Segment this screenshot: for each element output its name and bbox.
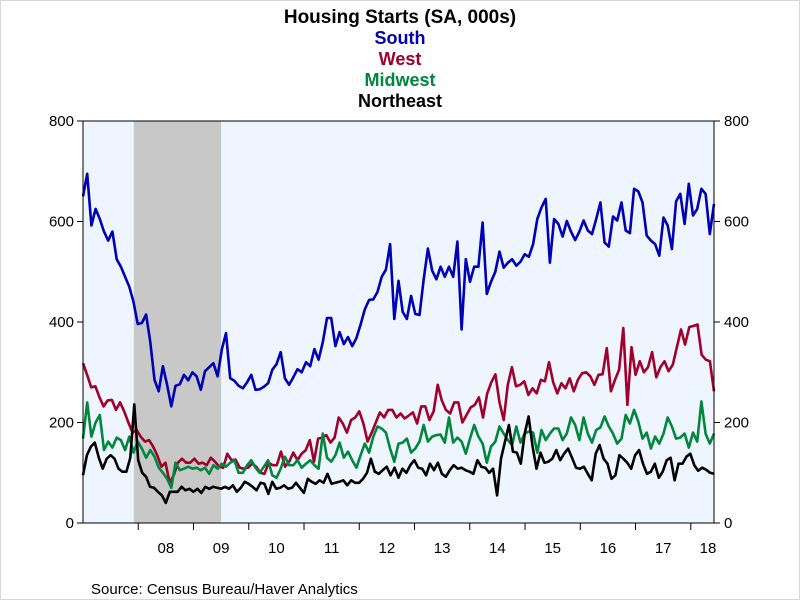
series-line-west bbox=[81, 323, 716, 485]
chart-title: Housing Starts (SA, 000s) bbox=[284, 7, 516, 28]
x-axis: 08 09 10 11 12 13 14 15 16 17 18 bbox=[137, 523, 717, 557]
x-tick-label: 13 bbox=[434, 540, 451, 557]
y-tick-label-right: 200 bbox=[724, 415, 749, 432]
x-tick-label: 18 bbox=[700, 540, 717, 557]
y-tick-label-right: 600 bbox=[724, 214, 749, 231]
x-tick-label: 15 bbox=[544, 540, 561, 557]
series-line-northeast bbox=[81, 403, 715, 505]
x-tick-label: 16 bbox=[600, 540, 617, 557]
legend-west: West bbox=[379, 49, 422, 69]
series-lines bbox=[81, 172, 716, 505]
y-tick-label-left: 200 bbox=[49, 415, 74, 432]
series-line-midwest bbox=[81, 400, 716, 490]
x-tick-label: 12 bbox=[379, 540, 396, 557]
x-tick-label: 10 bbox=[268, 540, 285, 557]
y-tick-label-left: 400 bbox=[49, 314, 74, 331]
y-tick-label-right: 0 bbox=[724, 515, 732, 532]
series-line-south bbox=[81, 172, 716, 408]
y-tick-label-right: 400 bbox=[724, 314, 749, 331]
y-tick-label-right: 800 bbox=[724, 113, 749, 130]
x-tick-label: 08 bbox=[158, 540, 175, 557]
y-axis-right: 0 200 400 600 800 bbox=[714, 113, 749, 532]
y-tick-label-left: 600 bbox=[49, 214, 74, 231]
legend-midwest: Midwest bbox=[364, 70, 435, 90]
source-note: Source: Census Bureau/Haver Analytics bbox=[91, 581, 358, 598]
x-tick-label: 09 bbox=[213, 540, 230, 557]
x-tick-label: 17 bbox=[655, 540, 672, 557]
legend-northeast: Northeast bbox=[358, 91, 442, 111]
y-tick-label-left: 0 bbox=[66, 515, 74, 532]
x-tick-label: 14 bbox=[489, 540, 506, 557]
legend-south: South bbox=[375, 28, 426, 48]
x-tick-label: 11 bbox=[324, 540, 340, 557]
y-axis-left: 0 200 400 600 800 bbox=[49, 113, 83, 532]
y-tick-label-left: 800 bbox=[49, 113, 74, 130]
